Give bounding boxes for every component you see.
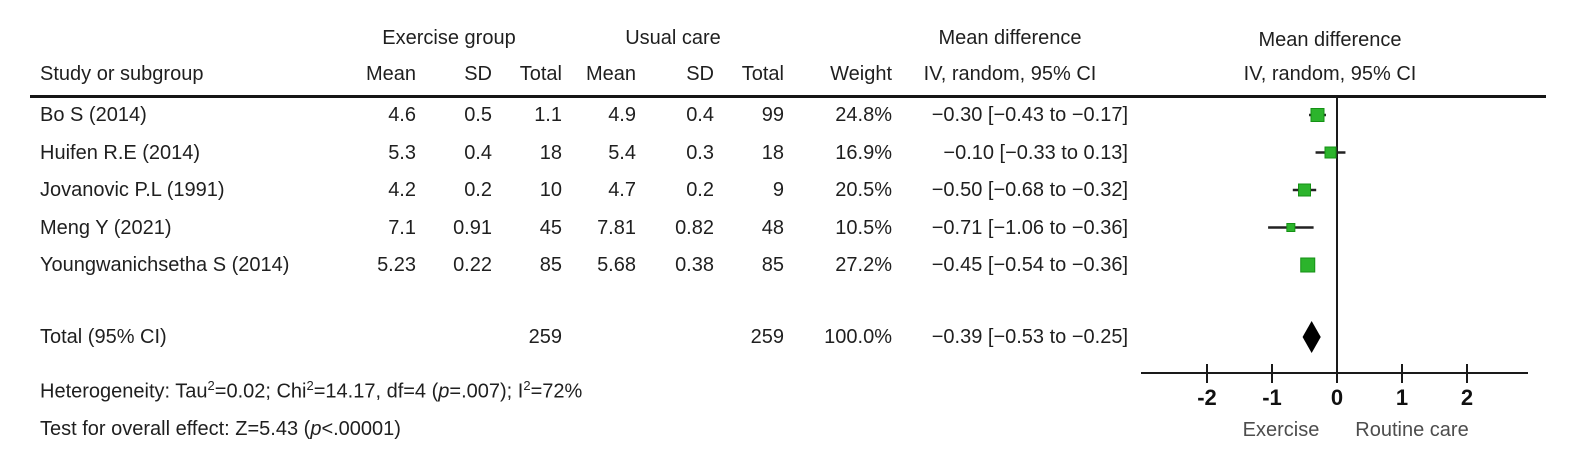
header-spacer [0,0,336,52]
column-header-ctrl-sd: SD [686,63,714,85]
ctrl-sd-cell: 0.3 [686,141,714,164]
ctrl-sd-cell: 0.82 [675,216,714,239]
ctrl-total-cell: 99 [761,104,784,126]
column-header-study: Study or subgroup [40,63,204,85]
exp-total-cell: 85 [539,254,562,276]
axis-tick-label: 0 [1331,385,1343,410]
exp-sd-cell: 0.2 [464,179,492,201]
ci-text-cell: −0.71 [−1.06 to −0.36] [931,216,1128,239]
md-text-column-subtitle: IV, random, 95% CI [923,63,1097,85]
exp-sd-cell: 0.22 [453,254,492,276]
md-text-column-title: Mean difference [938,27,1082,49]
favors-exercise-label: Exercise [1243,419,1320,441]
ctrl-total-cell: 48 [761,216,784,239]
heterogeneity-text: Heterogeneity: Tau2=0.02; Chi2=14.17, df… [40,378,583,403]
total-ctrl-mean-empty [562,318,636,356]
ci-text-cell: −0.50 [−0.68 to −0.32] [931,179,1128,201]
spacer-row [0,284,1128,318]
column-header-ctrl-mean: Mean [585,63,636,85]
total-label: Total (95% CI) [40,326,167,348]
total-weight: 100.0% [824,326,892,348]
ctrl-sd-cell: 0.38 [675,254,714,276]
group-header-usual-care: Usual care [625,27,721,49]
exp-sd-cell: 0.91 [453,216,492,239]
group-header-exercise: Exercise group [382,27,516,49]
ctrl-mean-cell: 5.4 [608,141,636,164]
exp-total-cell: 18 [539,141,562,164]
study-name: Youngwanichsetha S (2014) [40,254,290,276]
plot-header-subtitle: IV, random, 95% CI [1243,62,1417,85]
axis-tick-label: -2 [1197,385,1217,410]
axis-tick-label: -1 [1262,385,1282,410]
study-name: Huifen R.E (2014) [40,141,201,164]
forest-table: Exercise group Usual care Mean differenc… [0,0,1128,356]
exp-mean-cell: 5.3 [388,141,416,164]
overall-effect-text: Test for overall effect: Z=5.43 (p<.0000… [40,418,401,440]
ctrl-sd-cell: 0.2 [686,179,714,201]
total-ctrl-n: 259 [750,326,784,348]
exp-total-cell: 1.1 [534,104,562,126]
column-header-ctrl-total: Total [741,63,784,85]
axis-tick-label: 1 [1396,385,1408,410]
study-marker [1286,223,1296,232]
weight-cell: 16.9% [835,141,892,164]
total-ctrl-sd-empty [636,318,714,356]
total-exp-mean-empty [336,318,416,356]
column-header-exp-mean: Mean [365,63,416,85]
ctrl-total-cell: 85 [761,254,784,276]
header-spacer-weight [784,0,892,52]
ci-text-cell: −0.30 [−0.43 to −0.17] [931,104,1128,126]
study-name: Meng Y (2021) [40,216,172,239]
ctrl-sd-cell: 0.4 [686,104,714,126]
study-name: Jovanovic P.L (1991) [40,179,225,201]
study-marker [1310,108,1325,122]
total-diamond [1302,321,1321,353]
exp-sd-cell: 0.5 [464,104,492,126]
total-exp-n: 259 [528,326,562,348]
ctrl-mean-cell: 4.7 [608,179,636,201]
ctrl-total-cell: 9 [772,179,784,201]
ctrl-mean-cell: 7.81 [597,216,636,239]
column-header-exp-total: Total [519,63,562,85]
favors-routine-care-label: Routine care [1355,419,1468,441]
exp-mean-cell: 4.2 [388,179,416,201]
forest-plot-svg: -2 -1 0 1 2 Exercise Routine care [1141,97,1528,441]
weight-cell: 27.2% [835,254,892,276]
exp-mean-cell: 5.23 [377,254,416,276]
exp-mean-cell: 7.1 [388,216,416,239]
column-header-weight: Weight [830,63,892,85]
exp-mean-cell: 4.6 [388,104,416,126]
total-ci-text: −0.39 [−0.53 to −0.25] [931,326,1128,348]
ctrl-mean-cell: 5.68 [597,254,636,276]
weight-cell: 20.5% [835,179,892,201]
header-separator [30,95,1546,98]
ctrl-total-cell: 18 [761,141,784,164]
exp-total-cell: 45 [539,216,562,239]
exp-total-cell: 10 [539,179,562,201]
total-exp-sd-empty [416,318,492,356]
ctrl-mean-cell: 4.9 [608,104,636,126]
weight-cell: 24.8% [835,104,892,126]
plot-header-title: Mean difference [1258,29,1402,51]
ci-text-cell: −0.45 [−0.54 to −0.36] [931,254,1128,276]
axis-tick-label: 2 [1461,385,1473,410]
study-name: Bo S (2014) [40,104,147,126]
weight-cell: 10.5% [835,216,892,239]
study-marker [1298,183,1311,197]
exp-sd-cell: 0.4 [464,141,492,164]
ci-text-cell: −0.10 [−0.33 to 0.13] [943,141,1128,164]
column-header-exp-sd: SD [464,63,492,85]
study-marker [1300,257,1316,273]
study-marker [1324,146,1337,159]
